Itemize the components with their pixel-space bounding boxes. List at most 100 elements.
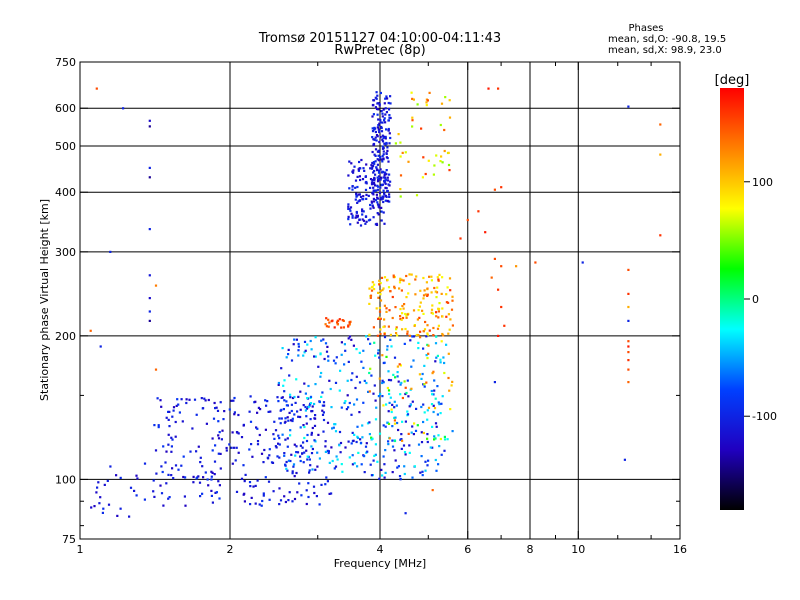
- data-point: [325, 317, 328, 320]
- y-axis: 75 100 200 300 400 500 600 750: [55, 56, 680, 546]
- data-point: [268, 448, 271, 451]
- y-tick-label: 750: [55, 56, 76, 69]
- data-point: [287, 419, 290, 422]
- data-point: [430, 291, 433, 294]
- data-point: [96, 486, 99, 489]
- colorbar: [720, 88, 744, 510]
- data-point: [404, 151, 407, 154]
- data-point: [448, 116, 452, 119]
- data-point: [400, 289, 403, 292]
- data-point: [283, 454, 286, 457]
- data-point: [377, 124, 380, 127]
- data-point: [376, 334, 379, 337]
- data-point: [395, 404, 398, 407]
- data-point: [358, 411, 361, 414]
- data-point: [357, 451, 360, 454]
- data-point: [237, 432, 240, 435]
- data-point: [307, 482, 310, 485]
- data-point: [285, 404, 288, 407]
- data-point: [248, 448, 251, 451]
- data-point: [268, 498, 271, 501]
- data-point: [466, 218, 469, 222]
- data-point: [370, 167, 374, 170]
- data-point: [371, 115, 374, 118]
- data-point: [152, 490, 155, 493]
- data-point: [277, 442, 280, 445]
- data-point: [417, 341, 420, 344]
- data-point: [152, 479, 155, 482]
- data-point: [426, 433, 429, 436]
- data-point: [310, 410, 313, 413]
- data-point: [385, 355, 388, 358]
- data-point: [441, 315, 444, 318]
- data-point: [450, 384, 453, 387]
- data-point: [400, 278, 403, 281]
- data-point: [368, 371, 371, 375]
- data-point: [361, 208, 364, 211]
- data-point: [289, 429, 292, 432]
- data-point: [444, 96, 447, 99]
- data-point: [290, 403, 293, 406]
- data-point: [178, 411, 181, 414]
- data-point: [148, 176, 151, 179]
- data-point: [192, 481, 195, 484]
- data-point: [332, 359, 336, 362]
- x-tick-label: 6: [464, 543, 471, 556]
- data-point: [416, 103, 419, 106]
- data-point: [368, 302, 371, 305]
- data-point: [419, 471, 422, 474]
- data-point: [438, 445, 441, 448]
- data-point: [302, 461, 305, 464]
- data-point: [372, 216, 375, 219]
- data-point: [292, 343, 295, 346]
- data-point: [324, 450, 327, 453]
- data-point: [422, 312, 425, 315]
- data-point: [200, 397, 203, 400]
- data-point: [383, 142, 386, 145]
- data-point: [420, 377, 423, 380]
- data-point: [350, 338, 353, 341]
- data-point: [390, 410, 393, 414]
- data-point: [424, 172, 427, 176]
- data-point: [375, 189, 378, 192]
- data-point: [372, 189, 375, 192]
- data-point: [377, 171, 381, 174]
- data-point: [320, 483, 323, 486]
- data-point: [365, 220, 368, 223]
- data-point: [399, 155, 402, 158]
- data-point: [360, 463, 363, 466]
- data-point: [249, 503, 252, 506]
- data-point: [371, 127, 374, 130]
- data-point: [309, 418, 312, 421]
- data-point: [292, 463, 296, 466]
- data-point: [369, 342, 372, 345]
- data-point: [356, 194, 359, 197]
- data-point: [219, 467, 222, 470]
- data-point: [195, 413, 198, 416]
- data-point: [387, 325, 390, 328]
- data-point: [393, 416, 396, 419]
- data-point: [367, 338, 370, 341]
- data-point: [343, 401, 346, 405]
- data-point: [406, 413, 410, 416]
- data-point: [385, 128, 388, 131]
- data-point: [410, 365, 413, 368]
- data-point: [425, 101, 428, 104]
- data-point: [305, 449, 308, 452]
- data-point: [361, 436, 364, 439]
- data-point: [388, 195, 391, 198]
- data-point: [407, 160, 410, 163]
- data-point: [322, 411, 325, 414]
- data-point: [384, 182, 387, 185]
- data-point: [378, 377, 381, 380]
- data-point: [409, 339, 412, 342]
- data-point: [420, 405, 423, 409]
- data-point: [500, 265, 503, 268]
- data-point: [408, 282, 411, 286]
- data-point: [202, 476, 205, 479]
- data-point: [419, 301, 422, 304]
- data-point: [375, 139, 378, 142]
- data-point: [282, 408, 285, 411]
- data-point: [351, 372, 354, 375]
- data-point: [433, 164, 436, 167]
